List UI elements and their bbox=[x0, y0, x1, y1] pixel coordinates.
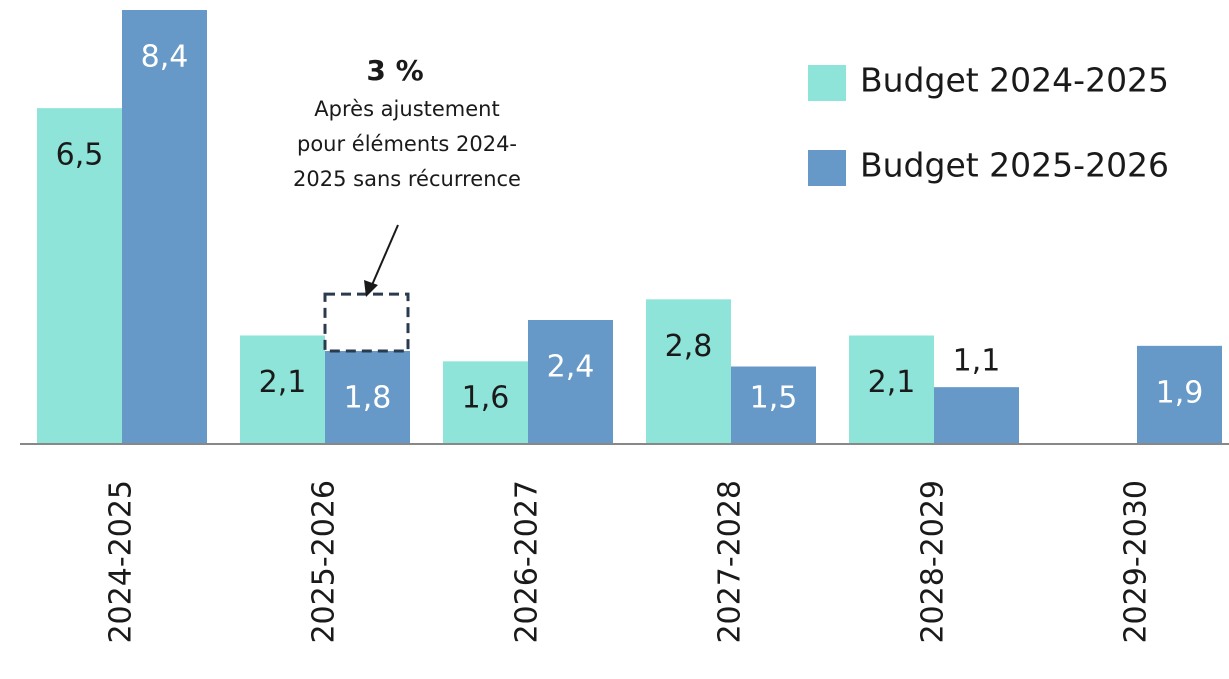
annotation-text: Après ajustement bbox=[314, 97, 499, 121]
legend-label: Budget 2024-2025 bbox=[860, 61, 1169, 100]
x-tick-label: 2029-2030 bbox=[1119, 480, 1154, 644]
bar bbox=[122, 10, 207, 444]
bar bbox=[443, 361, 528, 444]
value-label: 1,1 bbox=[953, 344, 1001, 379]
x-tick-label: 2027-2028 bbox=[713, 480, 748, 644]
bar bbox=[849, 335, 934, 444]
value-label: 2,4 bbox=[547, 350, 595, 385]
annotation-arrow bbox=[371, 224, 399, 286]
annotation-text: pour éléments 2024- bbox=[297, 132, 517, 156]
bar bbox=[37, 108, 122, 445]
bar bbox=[934, 387, 1019, 444]
bar bbox=[528, 320, 613, 444]
value-label: 1,9 bbox=[1156, 375, 1204, 410]
annotation-title: 3 % bbox=[366, 54, 423, 87]
legend-label: Budget 2025-2026 bbox=[860, 146, 1169, 185]
bar bbox=[1137, 345, 1222, 444]
x-tick-label: 2028-2029 bbox=[916, 480, 951, 644]
value-label: 2,1 bbox=[259, 365, 307, 400]
value-label: 6,5 bbox=[56, 138, 104, 173]
value-label: 2,1 bbox=[868, 365, 916, 400]
legend-swatch bbox=[808, 65, 846, 101]
value-label: 1,6 bbox=[462, 381, 510, 416]
value-label: 2,8 bbox=[665, 329, 713, 364]
value-label: 8,4 bbox=[141, 40, 189, 75]
bar bbox=[731, 366, 816, 444]
bar bbox=[325, 351, 410, 444]
bar bbox=[240, 335, 325, 444]
x-tick-label: 2026-2027 bbox=[510, 480, 545, 644]
value-label: 1,8 bbox=[344, 381, 392, 416]
annotation-text: 2025 sans récurrence bbox=[293, 167, 521, 191]
arrow-head bbox=[364, 280, 378, 297]
bar bbox=[646, 299, 731, 444]
legend-swatch bbox=[808, 150, 846, 186]
value-label: 1,5 bbox=[750, 381, 798, 416]
x-tick-label: 2024-2025 bbox=[104, 480, 139, 644]
x-tick-label: 2025-2026 bbox=[307, 480, 342, 644]
adjusted-box bbox=[323, 292, 410, 353]
